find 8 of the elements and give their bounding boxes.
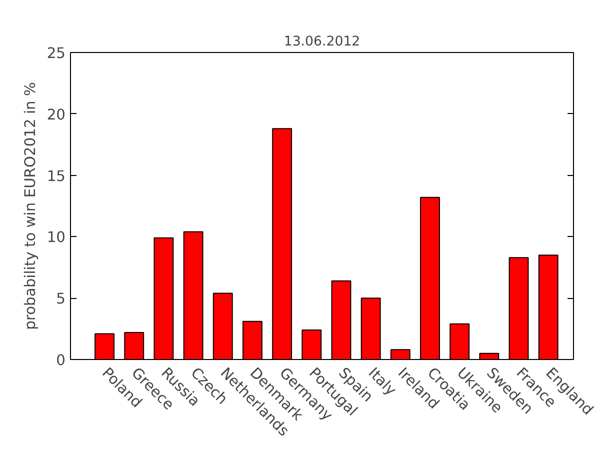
y-tick-label: 5 xyxy=(56,290,66,308)
chart-title: 13.06.2012 xyxy=(284,34,360,50)
y-tick-label: 0 xyxy=(56,352,66,369)
y-axis-title: probability to win EURO2012 in % xyxy=(22,82,39,330)
y-tick-label: 10 xyxy=(46,229,66,246)
y-tick-label: 15 xyxy=(46,168,66,185)
y-tick-label: 20 xyxy=(46,106,66,124)
y-tick-label: 25 xyxy=(46,45,66,62)
